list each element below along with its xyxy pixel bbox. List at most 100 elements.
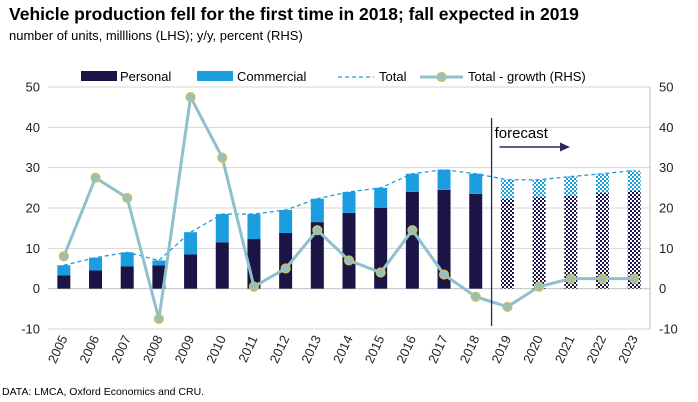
bar-commercial bbox=[469, 173, 483, 194]
growth-marker bbox=[58, 251, 69, 262]
legend-marker-growth bbox=[436, 71, 447, 83]
x-tick-label: 2014 bbox=[330, 333, 356, 366]
x-tick-label: 2022 bbox=[583, 333, 609, 366]
x-tick-label: 2009 bbox=[171, 333, 197, 366]
y-tick-label-left: 50 bbox=[26, 80, 40, 95]
legend: Personal Commercial Total Total - growth (R… bbox=[81, 69, 586, 84]
bar-personal bbox=[500, 198, 514, 289]
bar-personal bbox=[342, 212, 356, 289]
line-series bbox=[58, 91, 640, 325]
bar-commercial bbox=[405, 173, 419, 192]
bar-personal bbox=[532, 196, 546, 289]
growth-marker bbox=[407, 225, 418, 236]
y-tick-label-right: 40 bbox=[659, 120, 673, 135]
bar-commercial bbox=[342, 191, 356, 213]
legend-label-total: Total bbox=[379, 69, 407, 84]
y-tick-label-left: 20 bbox=[26, 201, 40, 216]
growth-marker bbox=[534, 281, 545, 292]
data-source-note: DATA: LMCA, Oxford Economics and CRU. bbox=[2, 386, 205, 398]
growth-marker bbox=[597, 273, 608, 284]
bar-commercial bbox=[152, 260, 166, 266]
x-tick-label: 2020 bbox=[520, 333, 546, 366]
growth-marker bbox=[438, 269, 450, 280]
growth-marker bbox=[217, 152, 228, 163]
x-tick-label: 2021 bbox=[552, 333, 578, 366]
growth-marker bbox=[312, 225, 323, 236]
forecast-arrow-head bbox=[560, 142, 570, 152]
y-tick-label-left: -10 bbox=[21, 322, 40, 337]
bar-commercial bbox=[310, 198, 324, 223]
growth-marker bbox=[629, 273, 640, 284]
bar-commercial bbox=[627, 170, 641, 191]
x-tick-label: 2017 bbox=[425, 333, 451, 366]
axes: -10 0 10 20 30 40 50 -10 0 10 20 30 40 50 2005 2006 2007… bbox=[21, 80, 678, 366]
growth-marker bbox=[248, 281, 260, 292]
bar-commercial bbox=[595, 173, 609, 193]
bar-commercial bbox=[437, 169, 451, 190]
bar-personal bbox=[89, 270, 103, 289]
bar-personal bbox=[627, 190, 641, 289]
bar-personal bbox=[437, 189, 451, 289]
y-tick-label-left: 0 bbox=[33, 281, 40, 296]
x-tick-label: 2012 bbox=[267, 333, 293, 366]
x-tick-label: 2016 bbox=[393, 333, 419, 366]
bar-personal bbox=[595, 192, 609, 289]
x-tick-label: 2015 bbox=[362, 333, 388, 366]
y-tick-label-left: 30 bbox=[26, 160, 40, 175]
y-tick-label-left: 10 bbox=[26, 241, 40, 256]
bar-commercial bbox=[247, 214, 261, 240]
bar-commercial bbox=[184, 232, 198, 255]
bar-personal bbox=[405, 191, 419, 289]
bar-personal bbox=[215, 242, 229, 289]
bar-commercial bbox=[120, 252, 134, 267]
growth-marker bbox=[343, 255, 355, 266]
bar-commercial bbox=[215, 214, 229, 243]
x-tick-label: 2005 bbox=[45, 333, 71, 366]
growth-marker bbox=[375, 267, 386, 278]
x-tick-label: 2013 bbox=[298, 333, 324, 366]
legend-label-personal: Personal bbox=[120, 69, 171, 84]
y-tick-label-right: 20 bbox=[659, 201, 673, 216]
bar-commercial bbox=[57, 265, 71, 276]
chart-subtitle: number of units, milllions (LHS); y/y, p… bbox=[9, 28, 303, 43]
x-tick-label: 2018 bbox=[457, 333, 483, 366]
bar-personal bbox=[120, 266, 134, 289]
growth-marker bbox=[470, 291, 481, 302]
x-tick-label: 2010 bbox=[203, 333, 229, 366]
forecast-label: forecast bbox=[495, 125, 549, 142]
bar-personal bbox=[279, 233, 293, 289]
x-tick-label: 2023 bbox=[615, 333, 641, 366]
y-tick-label-right: 10 bbox=[659, 241, 673, 256]
x-tick-label: 2007 bbox=[108, 333, 134, 366]
x-tick-label: 2011 bbox=[235, 333, 260, 365]
legend-swatch-personal bbox=[81, 71, 117, 81]
chart-title: Vehicle production fell for the first ti… bbox=[9, 4, 579, 24]
bar-personal bbox=[57, 275, 71, 289]
y-tick-label-right: 50 bbox=[659, 80, 673, 95]
bar-personal bbox=[152, 265, 166, 289]
y-tick-label-left: 40 bbox=[26, 120, 40, 135]
bar-commercial bbox=[500, 179, 514, 199]
legend-label-commercial: Commercial bbox=[237, 69, 306, 84]
bar-series bbox=[57, 169, 641, 289]
bar-commercial bbox=[374, 187, 388, 208]
bar-personal bbox=[564, 195, 578, 289]
legend-label-growth: Total - growth (RHS) bbox=[468, 69, 586, 84]
forecast-annotation: forecast bbox=[490, 118, 570, 326]
growth-marker bbox=[122, 192, 133, 204]
bar-personal bbox=[184, 254, 198, 289]
x-tick-label: 2019 bbox=[488, 333, 514, 366]
grid-lines bbox=[48, 86, 650, 330]
growth-marker bbox=[280, 263, 291, 274]
bar-commercial bbox=[532, 179, 546, 197]
x-tick-label: 2008 bbox=[140, 333, 166, 366]
bar-commercial bbox=[89, 257, 103, 271]
y-tick-label-right: 30 bbox=[659, 160, 673, 175]
y-tick-label-right: 0 bbox=[659, 281, 666, 296]
growth-marker bbox=[90, 172, 101, 183]
y-tick-label-right: -10 bbox=[659, 322, 678, 337]
bar-personal bbox=[310, 222, 324, 289]
bar-personal bbox=[469, 193, 483, 289]
growth-marker bbox=[502, 301, 513, 312]
